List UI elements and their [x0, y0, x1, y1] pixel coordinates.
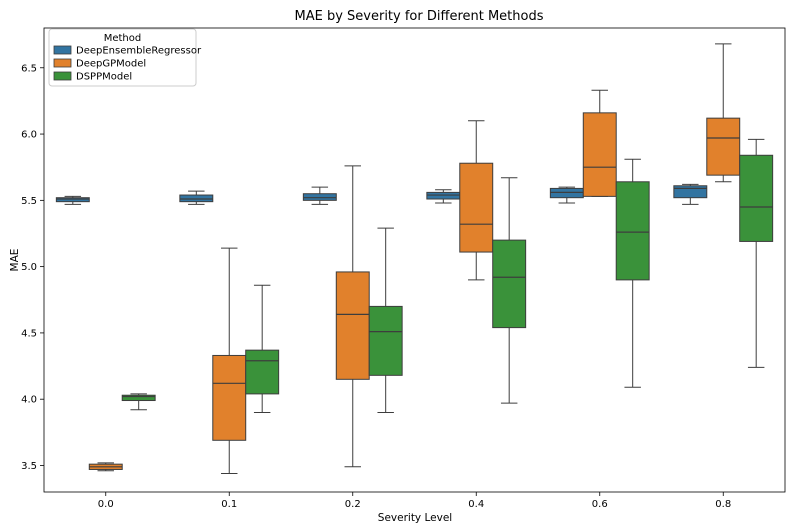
- box-iqr: [245, 349, 280, 395]
- box-DSPPModel-0.2: [368, 227, 403, 413]
- box-iqr: [582, 112, 617, 197]
- box-DeepGPModel-0.2: [335, 165, 370, 468]
- box-DeepGPModel-0.4: [459, 120, 494, 281]
- y-tick-label: 3.5: [21, 461, 37, 472]
- box-DeepGPModel-0.1: [212, 247, 247, 474]
- box-DeepGPModel-0.0: [88, 462, 123, 472]
- box-iqr: [492, 239, 527, 329]
- y-tick-label: 5.5: [21, 196, 37, 207]
- box-iqr: [368, 305, 403, 376]
- y-tick-label: 4.5: [21, 328, 37, 339]
- box-iqr: [673, 185, 708, 199]
- box-iqr: [179, 194, 214, 203]
- box-iqr: [55, 197, 90, 203]
- box-iqr: [706, 117, 741, 176]
- box-DSPPModel-0.6: [615, 158, 650, 388]
- box-DeepGPModel-0.6: [582, 89, 617, 197]
- legend-box: [48, 28, 197, 87]
- legend-swatch: [53, 58, 72, 68]
- legend-title: Method: [104, 33, 142, 44]
- x-axis-label: Severity Level: [378, 512, 452, 524]
- box-iqr: [739, 154, 774, 242]
- legend-entry: DeepEnsembleRegressor: [76, 46, 202, 57]
- y-tick-label: 6.5: [21, 63, 37, 74]
- x-tick-label: 0.1: [221, 499, 237, 510]
- x-tick-label: 0.8: [715, 499, 731, 510]
- y-tick-label: 6.0: [21, 130, 37, 141]
- x-tick-label: 0.2: [345, 499, 361, 510]
- box-DeepEnsembleRegressor-0.2: [302, 186, 337, 205]
- box-DeepEnsembleRegressor-0.0: [55, 195, 90, 205]
- box-DSPPModel-0.1: [245, 284, 280, 413]
- x-tick-label: 0.4: [468, 499, 484, 510]
- y-axis-label: MAE: [9, 249, 21, 272]
- box-DSPPModel-0.0: [121, 393, 156, 411]
- box-iqr: [302, 193, 337, 201]
- legend-entry: DSPPModel: [76, 72, 132, 83]
- box-iqr: [335, 271, 370, 380]
- box-DeepEnsembleRegressor-0.6: [549, 186, 584, 204]
- box-iqr: [426, 191, 461, 200]
- box-DeepEnsembleRegressor-0.1: [179, 190, 214, 205]
- box-DeepGPModel-0.8: [706, 43, 741, 183]
- box-iqr: [615, 181, 650, 281]
- legend-swatch: [53, 45, 72, 55]
- plot-area: 3.5 4.0 4.5 5.0 5.5 6.0 6.5 0.0 0.1 0.2 0.4 0.6 0.8: [21, 27, 786, 510]
- y-tick-label: 5.0: [21, 262, 37, 273]
- box-DeepEnsembleRegressor-0.4: [426, 189, 461, 204]
- legend-swatch: [53, 71, 72, 81]
- chart-title: MAE by Severity for Different Methods: [295, 9, 544, 24]
- box-iqr: [212, 354, 247, 441]
- legend-entry: DeepGPModel: [76, 59, 146, 70]
- box-DSPPModel-0.4: [492, 177, 527, 404]
- box-DeepEnsembleRegressor-0.8: [673, 183, 708, 205]
- legend: Method DeepEnsembleRegressor DeepGPModel DS…: [48, 28, 202, 87]
- x-tick-label: 0.6: [592, 499, 608, 510]
- x-tick-label: 0.0: [98, 499, 114, 510]
- box-iqr: [549, 187, 584, 199]
- y-tick-label: 4.0: [21, 395, 37, 406]
- box-iqr: [121, 394, 156, 402]
- box-DSPPModel-0.8: [739, 138, 774, 368]
- box-iqr: [459, 162, 494, 253]
- axes-frame: [43, 27, 786, 493]
